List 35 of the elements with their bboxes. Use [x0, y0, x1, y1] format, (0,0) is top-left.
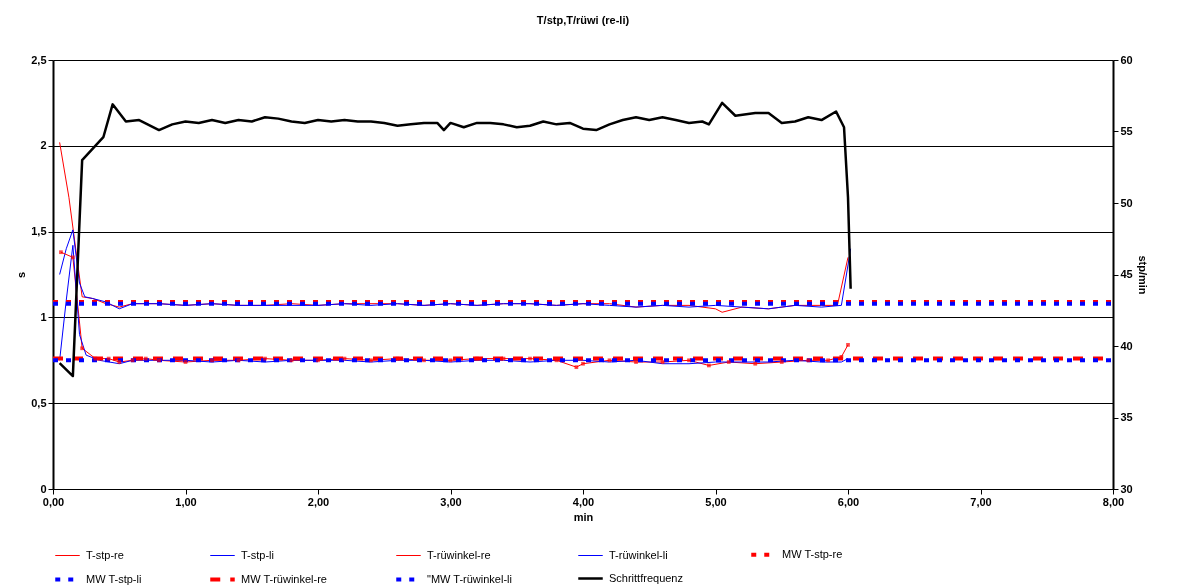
y-tick-label: 0,5: [31, 396, 47, 409]
x-tick-label: 4,00: [572, 495, 595, 508]
legend-label: T-stp-li: [241, 548, 274, 561]
y-tick-label: 0: [40, 482, 47, 495]
x-tick-label: 5,00: [705, 495, 727, 508]
x-tick-label: 8,00: [1102, 495, 1125, 508]
legend-label: T-rüwinkel-li: [609, 548, 668, 561]
x-axis-title: min: [573, 510, 594, 523]
legend-label: MW T-rüwinkel-re: [241, 572, 327, 585]
y-tick-label: 1,5: [31, 225, 47, 238]
y2-tick-label: 55: [1120, 125, 1133, 137]
y2-tick-label: 45: [1120, 268, 1133, 280]
y-tick-label: 1: [40, 310, 47, 323]
x-tick-label: 2,00: [307, 495, 330, 508]
x-tick-label: 1,00: [175, 495, 197, 508]
y-tick-label: 2: [40, 139, 47, 152]
x-tick-label: 6,00: [837, 495, 860, 508]
legend-label: MW T-stp-li: [86, 572, 142, 585]
y-tick-label: 2,5: [31, 53, 47, 66]
legend-label: T-rüwinkel-re: [427, 548, 491, 561]
x-tick-label: 0,00: [42, 495, 65, 508]
y2-axis-title: stp/min: [1136, 255, 1149, 295]
legend-label: "MW T-rüwinkel-li: [427, 572, 512, 585]
chart-title: T/stp,T/rüwi (re-li): [536, 14, 630, 26]
y2-tick-label: 40: [1120, 339, 1133, 352]
y2-tick-label: 30: [1120, 482, 1133, 495]
y2-tick-label: 35: [1120, 411, 1133, 423]
y-axis-title: s: [15, 271, 28, 279]
y2-tick-label: 60: [1120, 53, 1133, 66]
y2-tick-label: 50: [1120, 196, 1133, 209]
x-tick-label: 7,00: [970, 495, 992, 508]
x-tick-label: 3,00: [440, 495, 462, 508]
legend-label: MW T-stp-re: [782, 547, 843, 560]
legend-label: Schrittfrequenz: [609, 571, 683, 584]
legend-label: T-stp-re: [86, 548, 124, 561]
